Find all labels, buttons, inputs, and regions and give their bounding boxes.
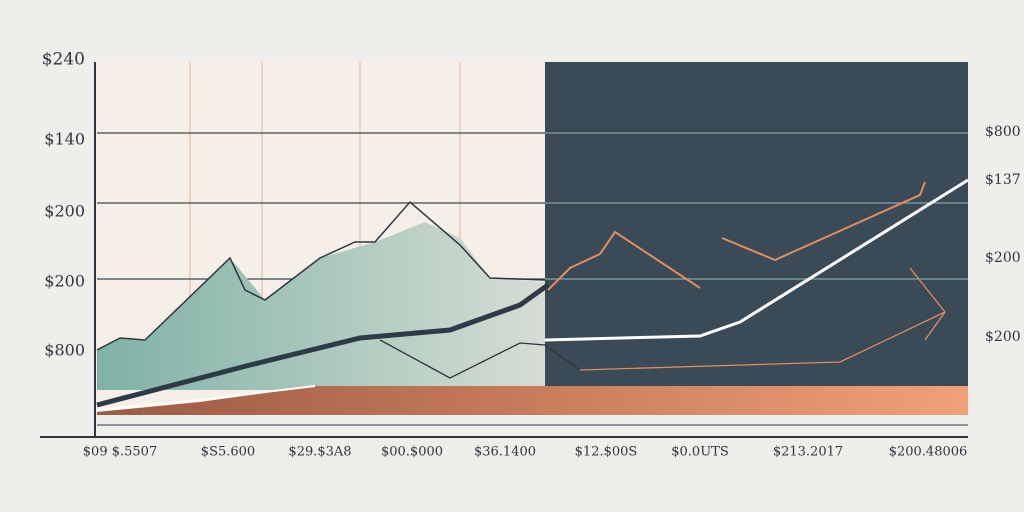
orange-line (547, 181, 926, 291)
left-label: $200 (44, 272, 85, 291)
bottom-label: $0.0UTS (671, 445, 728, 460)
right-label: $200 (985, 329, 1021, 345)
left-label: $800 (44, 341, 85, 360)
mountain-line (96, 200, 546, 351)
bottom-label: $213.2017 (773, 445, 843, 460)
left-label: $140 (44, 130, 85, 149)
right-label: $200 (985, 250, 1021, 266)
left-label: $240 (42, 50, 85, 70)
bottom-band (97, 386, 968, 415)
right-label: $800 (985, 124, 1021, 140)
bottom-label: $200.48006 (889, 445, 968, 460)
bottom-labels: $09 $.5507 $S5.600 $29.$3A8 $00.$000 $36.140… (83, 445, 968, 460)
white-line (544, 178, 969, 342)
bottom-label: $29.$3A8 (288, 445, 351, 460)
mountain-area (97, 222, 545, 390)
dark-trend (96, 282, 550, 408)
bottom-label: $36.1400 (474, 445, 536, 460)
orange-thin (579, 267, 947, 371)
right-label: $137 (985, 172, 1021, 188)
bottom-label: $12.$00S (575, 445, 638, 460)
bottom-label: $00.$000 (381, 445, 443, 460)
left-label: $200 (44, 202, 85, 221)
bottom-label: $09 $.5507 (83, 445, 157, 460)
grid-h-dark (545, 132, 968, 280)
white-trend (96, 385, 316, 411)
bottom-label: $S5.600 (201, 445, 255, 460)
